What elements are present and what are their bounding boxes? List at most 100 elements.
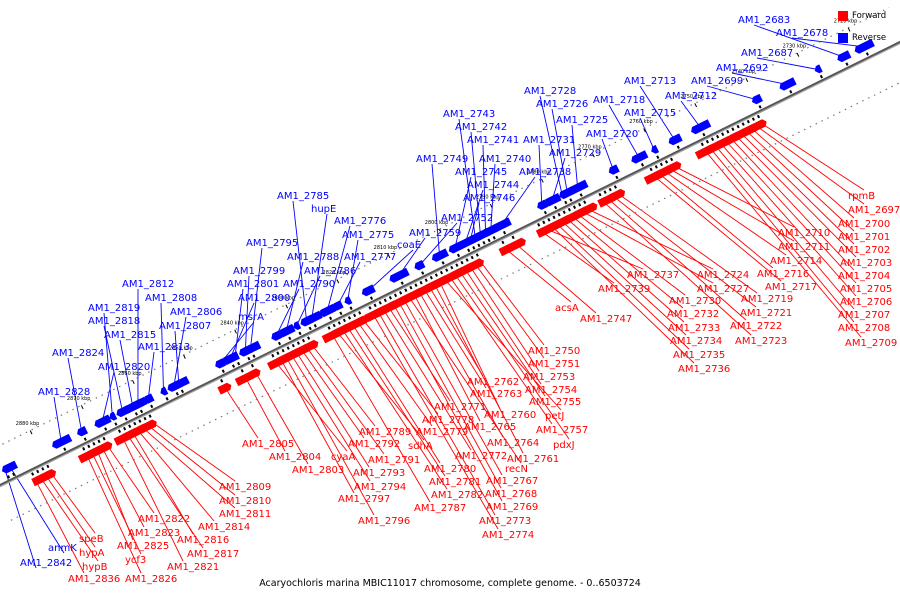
- gene-label: AM1_2828: [38, 387, 90, 398]
- feature-marker: [434, 273, 438, 277]
- gene-label: AM1_2769: [486, 502, 538, 513]
- chromosome-axis: 2880 kbp 2870 kbp 2860 kbp 2850 kbp 2840 kbp…: [0, 7, 900, 521]
- feature-marker: [659, 162, 663, 167]
- reverse-gene-block: [232, 351, 240, 361]
- forward-gene-block: [234, 371, 255, 387]
- gene-label: AM1_2692: [716, 63, 768, 74]
- reverse-gene-block: [130, 396, 148, 411]
- label-leader: [378, 312, 496, 516]
- axis-tick: [29, 430, 33, 435]
- label-leader: [424, 289, 487, 389]
- feature-marker: [296, 341, 300, 345]
- gene-label: AM1_2720: [586, 129, 638, 140]
- gene-label: hypB: [82, 562, 108, 573]
- gene-label: AM1_2712: [665, 91, 717, 102]
- gene-label: AM1_2762: [467, 377, 519, 388]
- label-leader: [342, 329, 448, 490]
- gene-label: AM1_2775: [342, 230, 394, 241]
- gene-label: AM1_2763: [470, 389, 522, 400]
- gene-label: AM1_2716: [757, 269, 809, 280]
- feature-marker: [564, 200, 568, 205]
- label-leader: [654, 176, 782, 282]
- gene-label: AM1_2754: [525, 385, 577, 396]
- chromosome-line-shadow: [0, 42, 900, 488]
- gene-label: hupE: [311, 204, 336, 215]
- gene-label: AM1_2790: [283, 279, 335, 290]
- label-leader: [249, 247, 263, 349]
- feature-marker: [482, 241, 486, 245]
- axis-tick-label: 2830 kbp: [271, 295, 295, 301]
- label-leader: [538, 144, 543, 206]
- label-leader: [618, 193, 758, 294]
- reverse-gene-block: [109, 411, 118, 421]
- axis-tick-label: 2810 kbp: [374, 245, 398, 251]
- gene-label: AM1_2808: [145, 293, 197, 304]
- feature-marker: [542, 220, 546, 225]
- feature-marker: [470, 255, 474, 260]
- feature-marker: [399, 291, 403, 295]
- gene-label: AM1_2721: [740, 308, 792, 319]
- forward-swatch: [838, 11, 848, 21]
- feature-marker: [656, 155, 660, 159]
- feature-marker: [467, 248, 471, 253]
- gene-label: AM1_2678: [776, 28, 828, 39]
- feature-marker: [845, 62, 849, 66]
- gene-label: AM1_2824: [52, 348, 104, 359]
- label-leader: [132, 433, 194, 535]
- forward-gene-block: [148, 419, 157, 429]
- axis-tick: [796, 52, 800, 57]
- label-leader: [669, 168, 795, 242]
- gene-label: pdxJ: [553, 440, 575, 451]
- figure-caption: Acaryochloris marina MBIC11017 chromosom…: [259, 578, 641, 589]
- label-leader: [449, 277, 553, 425]
- label-leader: [603, 201, 752, 336]
- feature-marker: [569, 198, 573, 202]
- feature-marker: [429, 275, 433, 280]
- label-leader: [383, 309, 472, 451]
- feature-marker: [456, 253, 461, 258]
- gene-label: AM1_2703: [840, 258, 892, 269]
- label-leader: [35, 480, 85, 574]
- gene-label: AM1_2787: [414, 503, 466, 514]
- label-leader: [147, 351, 155, 400]
- label-leader: [557, 224, 690, 350]
- feature-marker: [552, 215, 556, 220]
- reverse-track-guide: [0, 7, 890, 447]
- gene-labels: AM1_2842 anmK AM1_2828 AM1_2824 AM1_2820 AM1_…: [20, 15, 900, 585]
- axis-tick: [745, 77, 749, 82]
- label-leader: [67, 357, 83, 433]
- feature-marker: [579, 193, 583, 197]
- reverse-gene-block: [389, 267, 410, 283]
- label-leader: [439, 282, 501, 410]
- feature-marker: [676, 145, 680, 149]
- label-leader: [419, 292, 504, 438]
- gene-label: AM1_2761: [507, 454, 559, 465]
- label-leader: [301, 350, 365, 439]
- label-leader: [674, 166, 795, 228]
- gene-label: AM1_2800: [238, 293, 290, 304]
- reverse-gene-block: [854, 38, 875, 54]
- feature-marker: [400, 281, 404, 285]
- gene-label: AM1_2816: [177, 535, 229, 546]
- gene-label: AM1_2836: [68, 574, 120, 585]
- gene-label: AM1_2707: [838, 310, 890, 321]
- gene-label: AM1_2805: [242, 439, 294, 450]
- gene-label: AM1_2819: [88, 303, 140, 314]
- label-leader: [418, 222, 458, 267]
- gene-label: AM1_2741: [467, 135, 519, 146]
- feature-marker: [583, 200, 587, 204]
- label-leader: [174, 330, 180, 385]
- feature-marker: [543, 210, 547, 215]
- feature-marker: [41, 467, 45, 471]
- gene-label: AM1_2730: [669, 296, 721, 307]
- gene-label: AM1_2792: [348, 439, 400, 450]
- label-leader: [720, 143, 857, 297]
- gene-label: AM1_2747: [580, 314, 632, 325]
- reverse-gene-block: [568, 179, 589, 195]
- gene-label: AM1_2774: [482, 530, 534, 541]
- label-leader: [103, 325, 124, 412]
- feature-marker: [327, 326, 331, 330]
- gene-label: AM1_2818: [88, 316, 140, 327]
- label-leader: [102, 448, 145, 528]
- label-leader: [347, 327, 446, 477]
